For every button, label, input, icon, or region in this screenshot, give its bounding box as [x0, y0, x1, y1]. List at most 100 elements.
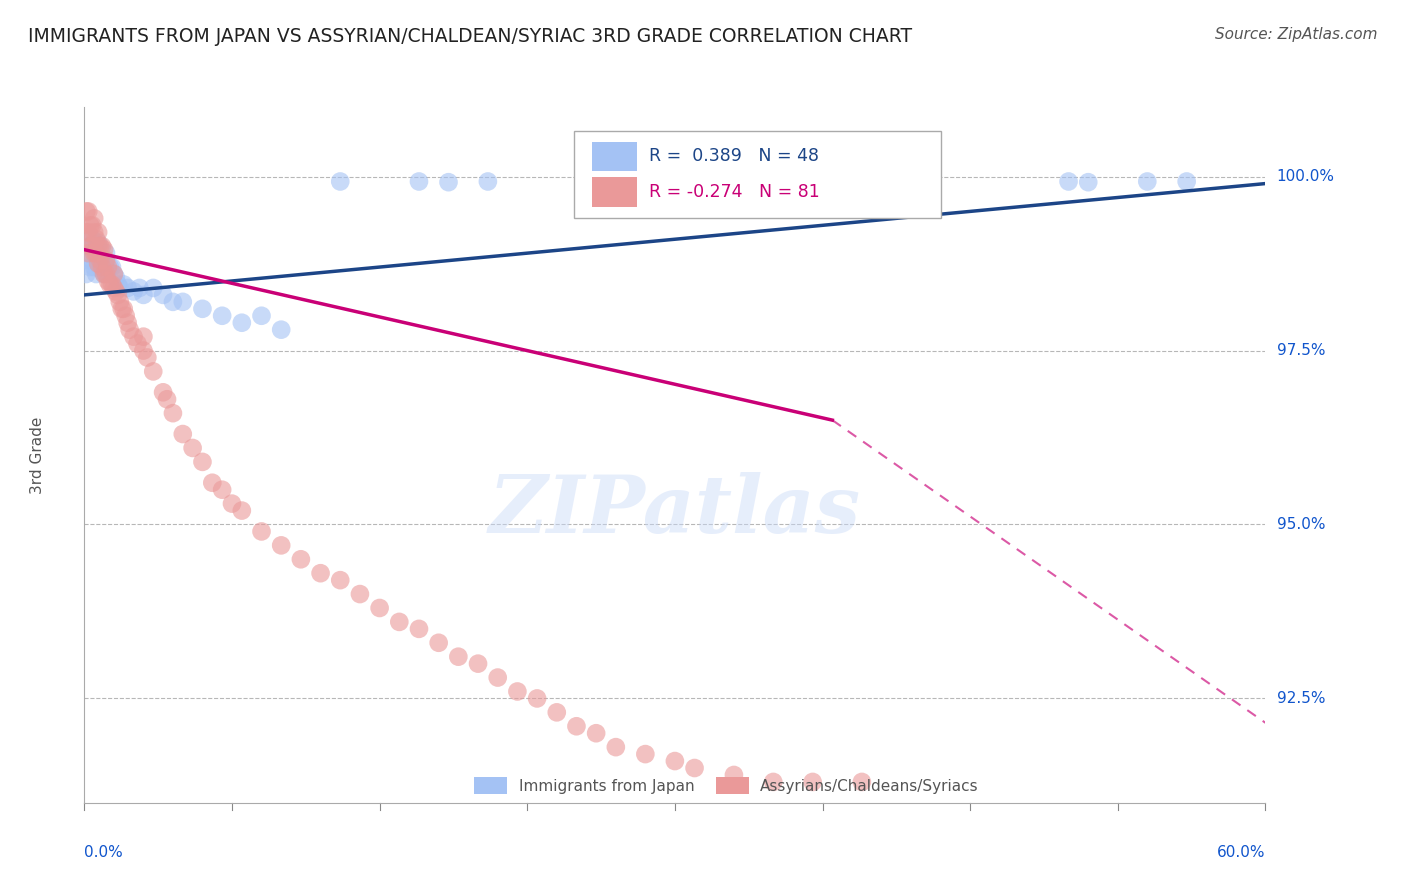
- Point: [329, 174, 352, 188]
- Point: [132, 288, 155, 302]
- Point: [79, 239, 101, 253]
- Point: [801, 775, 824, 789]
- Point: [664, 754, 686, 768]
- Point: [77, 239, 100, 253]
- Point: [79, 219, 101, 233]
- Point: [89, 239, 111, 253]
- Point: [117, 316, 139, 330]
- Point: [84, 246, 107, 260]
- Point: [75, 204, 97, 219]
- Point: [87, 256, 110, 270]
- Point: [83, 246, 105, 260]
- Point: [91, 263, 114, 277]
- Text: 95.0%: 95.0%: [1277, 517, 1324, 532]
- Point: [231, 316, 253, 330]
- Point: [101, 277, 124, 292]
- Point: [97, 260, 120, 274]
- Point: [156, 392, 179, 407]
- Point: [104, 285, 127, 299]
- Point: [191, 455, 214, 469]
- Point: [93, 267, 115, 281]
- Point: [98, 277, 121, 292]
- Point: [82, 219, 104, 233]
- Point: [94, 253, 117, 268]
- Text: R =  0.389   N = 48: R = 0.389 N = 48: [650, 147, 818, 165]
- Point: [87, 225, 110, 239]
- Point: [437, 175, 460, 189]
- Point: [107, 277, 129, 292]
- Point: [75, 225, 97, 239]
- Point: [221, 497, 243, 511]
- Point: [83, 211, 105, 226]
- Bar: [716, 777, 749, 795]
- Point: [104, 270, 127, 285]
- Point: [79, 260, 101, 274]
- Point: [101, 260, 124, 274]
- Point: [142, 364, 165, 378]
- Point: [103, 267, 125, 281]
- Point: [1077, 175, 1099, 189]
- Point: [97, 274, 120, 288]
- Point: [290, 552, 312, 566]
- Point: [77, 204, 100, 219]
- Point: [1136, 174, 1159, 188]
- Point: [112, 301, 135, 316]
- Point: [742, 174, 765, 188]
- Point: [98, 260, 121, 274]
- Point: [526, 691, 548, 706]
- Point: [112, 277, 135, 292]
- Point: [77, 246, 100, 260]
- Point: [477, 174, 499, 188]
- Point: [87, 239, 110, 253]
- Point: [349, 587, 371, 601]
- Point: [427, 636, 450, 650]
- Point: [172, 427, 194, 442]
- Text: 92.5%: 92.5%: [1277, 691, 1324, 706]
- Point: [585, 726, 607, 740]
- Text: R = -0.274   N = 81: R = -0.274 N = 81: [650, 183, 820, 201]
- Point: [368, 601, 391, 615]
- Text: Assyrians/Chaldeans/Syriacs: Assyrians/Chaldeans/Syriacs: [759, 779, 979, 794]
- Point: [723, 768, 745, 782]
- Text: 60.0%: 60.0%: [1218, 845, 1265, 860]
- Point: [201, 475, 224, 490]
- Point: [152, 385, 174, 400]
- Point: [93, 267, 115, 281]
- Point: [114, 309, 136, 323]
- Point: [118, 323, 141, 337]
- Point: [181, 441, 204, 455]
- Text: Source: ZipAtlas.com: Source: ZipAtlas.com: [1215, 27, 1378, 42]
- Point: [82, 232, 104, 246]
- Bar: [474, 777, 508, 795]
- Point: [94, 267, 117, 281]
- Point: [211, 483, 233, 497]
- Point: [93, 243, 115, 257]
- Point: [172, 294, 194, 309]
- Bar: [592, 142, 637, 171]
- Point: [546, 706, 568, 720]
- Point: [91, 239, 114, 253]
- Text: 0.0%: 0.0%: [84, 845, 124, 860]
- Text: ZIPatlas: ZIPatlas: [489, 472, 860, 549]
- Point: [329, 573, 352, 587]
- FancyBboxPatch shape: [575, 131, 941, 219]
- Point: [127, 336, 149, 351]
- Point: [408, 622, 430, 636]
- Point: [94, 260, 117, 274]
- Text: IMMIGRANTS FROM JAPAN VS ASSYRIAN/CHALDEAN/SYRIAC 3RD GRADE CORRELATION CHART: IMMIGRANTS FROM JAPAN VS ASSYRIAN/CHALDE…: [28, 27, 912, 45]
- Point: [75, 267, 97, 281]
- Point: [117, 281, 139, 295]
- Text: 97.5%: 97.5%: [1277, 343, 1324, 358]
- Point: [388, 615, 411, 629]
- Point: [506, 684, 529, 698]
- Point: [132, 329, 155, 343]
- Point: [103, 281, 125, 295]
- Point: [132, 343, 155, 358]
- Point: [762, 775, 785, 789]
- Point: [82, 253, 104, 268]
- Point: [634, 747, 657, 761]
- Point: [107, 288, 129, 302]
- Point: [84, 246, 107, 260]
- Point: [82, 239, 104, 253]
- Point: [162, 406, 184, 420]
